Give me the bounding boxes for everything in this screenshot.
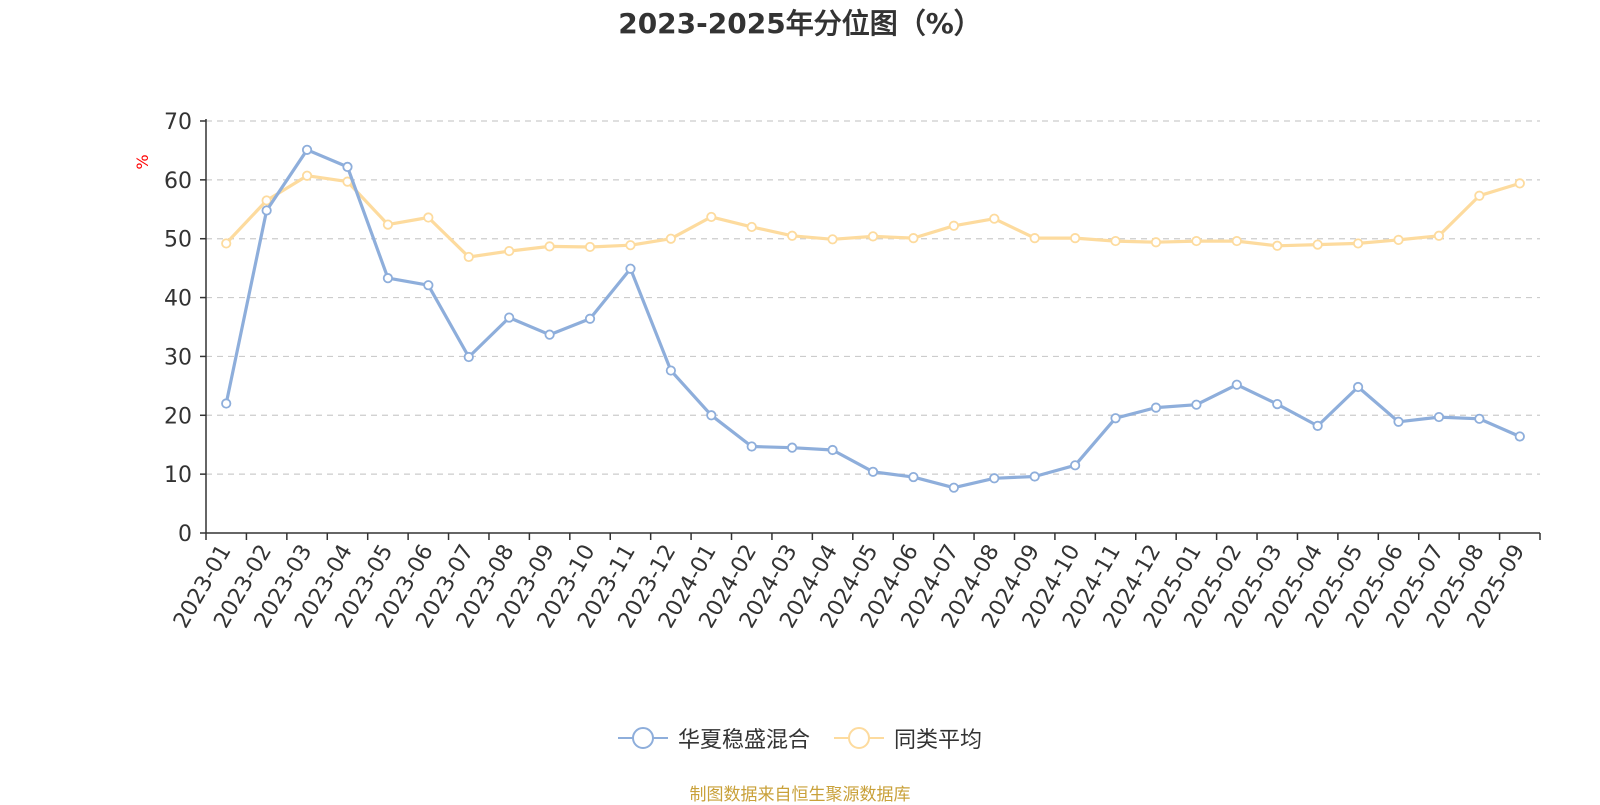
data-point — [1029, 471, 1040, 482]
data-point — [989, 473, 1000, 484]
data-point — [1474, 190, 1485, 201]
data-point — [423, 212, 434, 223]
legend-label: 同类平均 — [894, 728, 983, 753]
data-point — [665, 365, 676, 376]
data-point — [584, 241, 596, 253]
data-point — [221, 398, 232, 409]
data-point — [1514, 431, 1525, 442]
data-point — [948, 220, 959, 231]
data-point — [625, 263, 636, 274]
y-tick-label: 10 — [164, 463, 192, 488]
data-point — [1150, 402, 1162, 413]
data-point — [1150, 237, 1162, 248]
data-point — [787, 230, 798, 241]
series-line — [225, 174, 1521, 259]
data-point — [1110, 235, 1121, 247]
data-point — [1433, 411, 1445, 423]
series-lines — [221, 144, 1525, 493]
data-point — [544, 329, 555, 340]
data-point — [584, 313, 596, 324]
source-note: 制图数据来自恒生聚源数据库 — [689, 785, 911, 805]
data-point — [706, 211, 717, 223]
data-point — [625, 240, 636, 251]
legend-label: 华夏稳盛混合 — [677, 728, 810, 753]
data-point — [1191, 235, 1202, 247]
data-point — [989, 213, 1000, 224]
data-point — [1272, 240, 1283, 251]
x-tick-labels: 2023-012023-022023-032023-042023-052023-… — [169, 541, 1530, 633]
data-point — [1070, 233, 1081, 244]
data-point — [463, 351, 474, 363]
data-point — [382, 219, 394, 230]
data-point — [827, 234, 838, 245]
data-point — [867, 466, 879, 477]
data-point — [706, 410, 717, 421]
data-point — [1352, 381, 1364, 393]
data-point — [1070, 460, 1081, 471]
data-point — [867, 231, 879, 242]
data-point — [1191, 399, 1202, 410]
data-point — [746, 441, 757, 452]
data-point — [1393, 234, 1404, 245]
y-tick-label: 0 — [178, 522, 192, 547]
data-point — [665, 233, 676, 244]
data-point — [1514, 178, 1525, 189]
series-fund — [221, 144, 1525, 493]
data-point — [544, 241, 555, 252]
data-point — [908, 233, 919, 244]
y-tick-label: 60 — [164, 169, 192, 194]
legend-marker-icon — [834, 727, 884, 749]
data-point — [1272, 399, 1283, 410]
data-point — [746, 221, 757, 233]
series-line — [224, 148, 1521, 490]
axes — [200, 119, 1541, 540]
data-point — [1312, 239, 1323, 250]
data-point — [1433, 230, 1445, 241]
data-point — [1312, 420, 1323, 431]
data-point — [504, 245, 515, 257]
y-axis-label: % — [133, 154, 152, 169]
y-tick-label: 40 — [164, 287, 192, 312]
data-point — [261, 195, 272, 206]
y-tick-label: 70 — [164, 110, 192, 135]
y-tick-label: 20 — [164, 404, 192, 429]
data-point — [301, 170, 313, 181]
data-point — [261, 205, 272, 216]
legend-item[interactable]: 同类平均 — [834, 722, 982, 754]
data-point — [1029, 233, 1040, 244]
data-point — [382, 273, 394, 284]
data-point — [1231, 235, 1242, 247]
data-point — [463, 251, 474, 263]
legend: 华夏稳盛混合 同类平均 — [0, 720, 1600, 756]
data-point — [504, 312, 515, 323]
series-peer-average — [221, 170, 1525, 263]
data-point — [1474, 413, 1485, 424]
data-point — [948, 482, 959, 493]
y-tick-label: 30 — [164, 345, 192, 370]
data-point — [1231, 379, 1242, 390]
y-tick-label: 50 — [164, 228, 192, 253]
legend-marker-icon — [617, 727, 668, 749]
chart-title: 2023-2025年分位图（%） — [618, 7, 982, 40]
data-point — [1393, 416, 1404, 427]
data-point — [221, 238, 232, 249]
data-point — [908, 471, 919, 483]
data-point — [1110, 413, 1121, 424]
y-tick-labels: 0 10 20 30 40 50 60 70 — [164, 110, 192, 547]
data-point — [787, 442, 798, 453]
legend-item[interactable]: 华夏稳盛混合 — [617, 722, 810, 754]
grid-lines — [206, 120, 1540, 475]
data-point — [301, 144, 313, 155]
data-point — [827, 444, 838, 456]
data-point — [423, 280, 434, 291]
data-point — [1352, 238, 1364, 249]
data-point — [342, 161, 353, 173]
